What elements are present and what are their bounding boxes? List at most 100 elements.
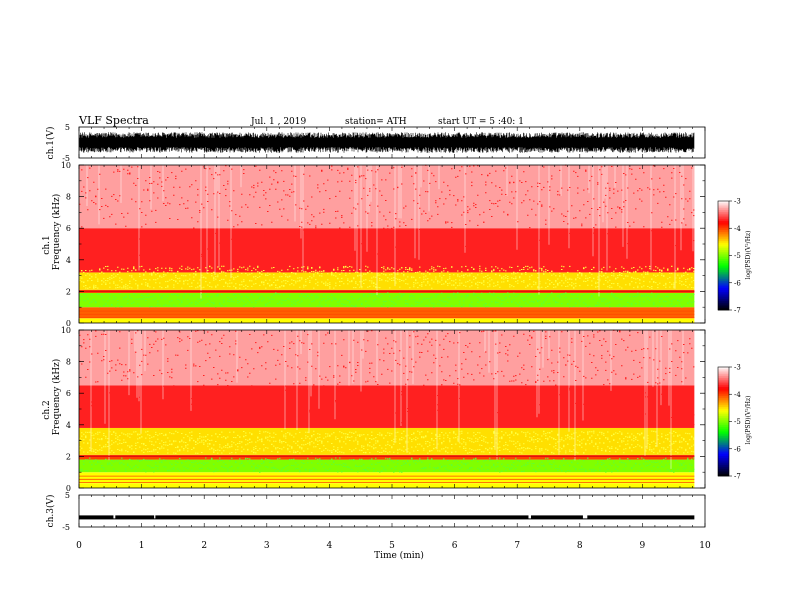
ch2-spectrogram-panel: 0 2 4 6 8 10 bbox=[61, 326, 706, 493]
ch3-waveform-gap bbox=[113, 514, 116, 519]
colorbar-ch2-swatch bbox=[718, 386, 729, 390]
spec1-band bbox=[79, 318, 695, 323]
spec2-band bbox=[79, 330, 695, 386]
colorbar-ch1-swatch bbox=[718, 304, 729, 307]
time-axis: 0 1 2 3 4 5 6 7 8 9 10 bbox=[76, 541, 711, 551]
spec1-speckle bbox=[79, 292, 695, 308]
start-ut-label: start UT = 5 :40: 1 bbox=[438, 117, 524, 127]
colorbar-ch2-swatch bbox=[718, 436, 729, 439]
colorbar-ch1-swatch bbox=[718, 211, 729, 215]
colorbar-ch1-swatch bbox=[718, 262, 729, 265]
colorbar-ch2-swatch bbox=[718, 428, 729, 431]
colorbar-ch1-swatch bbox=[718, 202, 729, 206]
colorbar-ch1-swatch bbox=[718, 282, 729, 285]
colorbar-ch2-swatch bbox=[718, 383, 729, 386]
colorbar-ch1-swatch bbox=[718, 220, 729, 224]
colorbar-ch1-swatch bbox=[718, 270, 729, 273]
colorbar-ch2-swatch bbox=[718, 468, 729, 471]
colorbar-ch1-swatch bbox=[718, 277, 729, 280]
spec2-ytick-label: 0 bbox=[66, 484, 71, 493]
spec2-band bbox=[79, 459, 695, 473]
colorbar-ch2-swatch bbox=[718, 421, 729, 424]
spec2-ylabel-channel: ch.2 bbox=[42, 400, 52, 419]
spec2-speckle bbox=[79, 329, 695, 426]
colorbar-ch1-swatch bbox=[718, 235, 729, 238]
colorbar-ch2-swatch bbox=[718, 474, 729, 477]
time-tick-label: 4 bbox=[327, 541, 333, 551]
colorbar-ch2-swatch bbox=[718, 392, 729, 395]
colorbar-ch2-swatch bbox=[718, 417, 729, 421]
station-label: station= ATH bbox=[345, 117, 407, 127]
colorbar-ch1-swatch bbox=[718, 300, 729, 304]
spec1-ytick-label: 8 bbox=[66, 193, 71, 202]
colorbar-ch2-swatch bbox=[718, 446, 729, 450]
ch3-waveform-gap bbox=[154, 514, 156, 519]
colorbar-ch1-swatch bbox=[718, 248, 729, 251]
colorbar-ch2-swatch bbox=[718, 408, 729, 411]
colorbar-ch2-tick-label: -3 bbox=[734, 364, 741, 372]
spec2-band bbox=[79, 454, 695, 460]
colorbar-ch1-swatch bbox=[718, 295, 729, 298]
spec1-ytick-label: 0 bbox=[66, 319, 71, 328]
colorbar-ch2-swatch bbox=[718, 367, 729, 370]
spec1-ytick-label: 4 bbox=[66, 256, 71, 265]
ch3-ytick-label: -5 bbox=[62, 523, 70, 532]
spec2-speckle bbox=[79, 430, 695, 454]
colorbar-ch2-swatch bbox=[718, 403, 729, 406]
colorbar-ch1-swatch bbox=[718, 208, 729, 211]
colorbar-ch1-swatch bbox=[718, 215, 729, 218]
spec2-band bbox=[79, 385, 695, 428]
colorbar-ch2-swatch bbox=[718, 457, 729, 461]
colorbar-ch1: -3 -4 -5 -6 -7 bbox=[717, 198, 741, 315]
colorbar-ch1-swatch bbox=[718, 268, 729, 271]
ch3-waveform-gap bbox=[582, 514, 588, 519]
colorbar-ch2-swatch bbox=[718, 448, 729, 451]
spec2-ytick-label: 10 bbox=[61, 326, 71, 335]
time-tick-label: 3 bbox=[264, 541, 270, 551]
spec2-ytick-label: 8 bbox=[66, 358, 71, 367]
colorbar-ch1-swatch bbox=[718, 308, 729, 311]
spec2-ylabel-frequency: Frequency (kHz) bbox=[51, 359, 62, 436]
spec2-ytick-label: 2 bbox=[66, 452, 71, 461]
colorbar-ch2-swatch bbox=[718, 445, 729, 448]
colorbar-ch1-swatch bbox=[718, 264, 729, 267]
colorbar-ch2-tick-label: -5 bbox=[734, 418, 741, 426]
colorbar-ch2-swatch bbox=[718, 399, 729, 402]
colorbar-ch2-swatch bbox=[718, 385, 729, 388]
spec2-band bbox=[79, 472, 695, 484]
ch1-waveform-panel: 5 -5 bbox=[62, 123, 706, 163]
colorbar-ch2-swatch bbox=[718, 397, 729, 401]
spec2-ytick-label: 4 bbox=[66, 421, 71, 430]
colorbar-ch1-swatch bbox=[718, 230, 729, 233]
colorbar-ch1-tick-label: -7 bbox=[734, 307, 741, 315]
colorbar-ch1-label: log(PSD)(V²/Hz) bbox=[745, 231, 752, 280]
spec1-ylabel-channel: ch.1 bbox=[42, 235, 52, 254]
colorbar-ch2-swatch bbox=[718, 376, 729, 379]
spec1-band bbox=[79, 272, 695, 290]
colorbar-ch2-swatch bbox=[718, 465, 729, 468]
colorbar-ch2-swatch bbox=[718, 432, 729, 435]
colorbar-ch1-swatch bbox=[718, 222, 729, 226]
colorbar-ch1-swatch bbox=[718, 280, 729, 284]
time-tick-label: 5 bbox=[389, 541, 395, 551]
colorbar-ch2-swatch bbox=[718, 441, 729, 444]
colorbar-ch2-swatch bbox=[718, 412, 729, 415]
colorbar-ch2-swatch bbox=[718, 434, 729, 437]
ch3-waveform-frame bbox=[78, 494, 706, 528]
colorbar-ch1-swatch bbox=[718, 286, 729, 289]
colorbar-ch1-swatch bbox=[718, 271, 729, 275]
colorbar-ch1-swatch bbox=[718, 297, 729, 300]
colorbar-ch2-tick-label: -6 bbox=[734, 445, 741, 453]
colorbar-ch1-swatch bbox=[718, 228, 729, 231]
colorbar-ch1-swatch bbox=[718, 240, 729, 244]
colorbar-ch2-swatch bbox=[718, 379, 729, 382]
colorbar-ch1-swatch bbox=[718, 226, 729, 229]
colorbar-ch1-swatch bbox=[718, 219, 729, 222]
spec1-band bbox=[79, 165, 695, 229]
colorbar-ch2-swatch bbox=[718, 472, 729, 475]
colorbar-ch1-swatch bbox=[718, 253, 729, 256]
time-tick-label: 8 bbox=[577, 541, 583, 551]
spec1-ylabel-frequency: Frequency (kHz) bbox=[51, 194, 62, 271]
time-tick-label: 1 bbox=[139, 541, 145, 551]
colorbar-ch1-swatch bbox=[718, 244, 729, 247]
